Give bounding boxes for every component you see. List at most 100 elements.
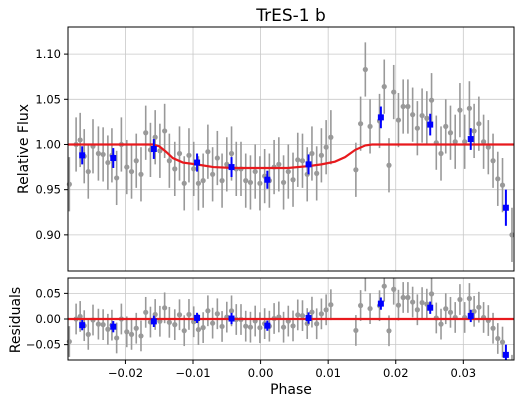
unbinned-point [395, 92, 402, 148]
residual-point [243, 310, 249, 342]
residual-point [447, 296, 454, 328]
unbinned-point-marker [405, 103, 411, 110]
unbinned-point [476, 96, 482, 151]
unbinned-point-marker [228, 150, 235, 157]
residual-y-tick-label: 0.05 [35, 286, 61, 300]
residual-binned-point-marker [305, 315, 312, 322]
unbinned-point [95, 126, 102, 181]
unbinned-point-marker [214, 155, 220, 161]
phase-x-tick-label: −0.01 [175, 366, 210, 380]
residual-point [314, 308, 320, 340]
residual-point-marker [138, 333, 144, 339]
unbinned-point [243, 153, 249, 208]
residual-point [181, 315, 187, 347]
residual-point-marker [490, 325, 496, 331]
residual-point-marker [172, 322, 178, 328]
residual-point-marker [405, 294, 411, 301]
flux-plot-area [68, 27, 514, 271]
unbinned-point-marker [114, 175, 120, 181]
residual-point-marker [414, 307, 420, 313]
residual-point-marker [186, 311, 192, 318]
unbinned-point [309, 126, 315, 181]
unbinned-point [172, 141, 178, 196]
unbinned-point [100, 127, 106, 182]
unbinned-point [152, 110, 158, 165]
residual-point-marker [295, 312, 301, 318]
unbinned-point-marker [290, 177, 296, 183]
flux-y-axis-title: Relative Flux [16, 104, 32, 194]
unbinned-point-marker [328, 134, 334, 140]
residual-point-marker [419, 300, 425, 306]
binned-point [305, 154, 312, 175]
residual-point [210, 307, 216, 339]
residual-point-marker [214, 311, 220, 317]
residual-point [353, 315, 359, 346]
unbinned-point [457, 83, 463, 138]
binned-point-marker [194, 159, 201, 166]
binned-point [264, 170, 271, 189]
unbinned-point-marker [410, 112, 416, 118]
unbinned-point [424, 91, 430, 146]
residual-point [410, 286, 416, 318]
residual-point-marker [358, 302, 364, 309]
residual-point-marker [290, 323, 296, 329]
phase-x-axis-title: Phase [270, 382, 312, 398]
binned-point [194, 153, 201, 172]
residuals-y-ticks: −0.05 0.00 0.05 [26, 286, 68, 352]
unbinned-point-marker [386, 162, 392, 168]
residual-point [438, 308, 444, 340]
unbinned-point [419, 88, 425, 143]
unbinned-point-marker [210, 171, 216, 177]
unbinned-point-marker [200, 178, 206, 184]
residual-point-marker [243, 323, 249, 329]
unbinned-point-marker [219, 178, 225, 184]
unbinned-point-marker [276, 161, 282, 167]
residual-point-marker [309, 309, 315, 315]
residual-point-marker [133, 325, 139, 331]
chart-title: TrES-1 b [255, 6, 326, 26]
residuals-y-axis-title: Residuals [8, 287, 24, 353]
unbinned-point-marker [362, 66, 368, 73]
residual-point-marker [205, 308, 211, 314]
residual-binned-point [228, 312, 235, 325]
unbinned-point [405, 79, 411, 134]
unbinned-point-marker [138, 171, 144, 177]
unbinned-point [114, 150, 120, 206]
unbinned-point-marker [166, 158, 172, 164]
unbinned-point-marker [428, 97, 435, 103]
unbinned-point [257, 156, 263, 211]
unbinned-point [428, 73, 435, 128]
residual-point [295, 299, 301, 331]
phase-x-tick-label: 0.02 [383, 366, 409, 380]
residual-y-tick-label: 0.00 [35, 312, 61, 326]
residual-point [247, 311, 254, 343]
unbinned-point [285, 144, 291, 199]
residual-point-marker [85, 331, 91, 337]
residual-point [85, 319, 91, 350]
unbinned-point [462, 114, 468, 169]
residual-point [257, 312, 263, 344]
residual-point [495, 323, 501, 354]
unbinned-point-marker [124, 164, 130, 170]
residual-point-marker [280, 324, 287, 330]
unbinned-point-marker [381, 84, 387, 90]
unbinned-point [214, 130, 220, 186]
residual-point-marker [381, 283, 387, 289]
residual-point [457, 284, 463, 315]
unbinned-point-marker [309, 150, 315, 157]
residual-binned-point [427, 301, 434, 314]
residual-binned-point-marker [467, 312, 474, 319]
binned-point-marker [467, 136, 474, 143]
residual-point [400, 282, 406, 313]
residual-point [143, 296, 149, 328]
residual-binned-point-marker [502, 351, 509, 358]
unbinned-point [391, 64, 397, 120]
unbinned-point [247, 155, 254, 210]
residual-point-marker [495, 335, 501, 342]
unbinned-point [224, 137, 230, 192]
residual-point [138, 320, 144, 352]
residual-binned-point [467, 309, 474, 323]
residual-point-marker [476, 304, 482, 310]
unbinned-point [358, 96, 364, 151]
residual-point [166, 306, 172, 338]
